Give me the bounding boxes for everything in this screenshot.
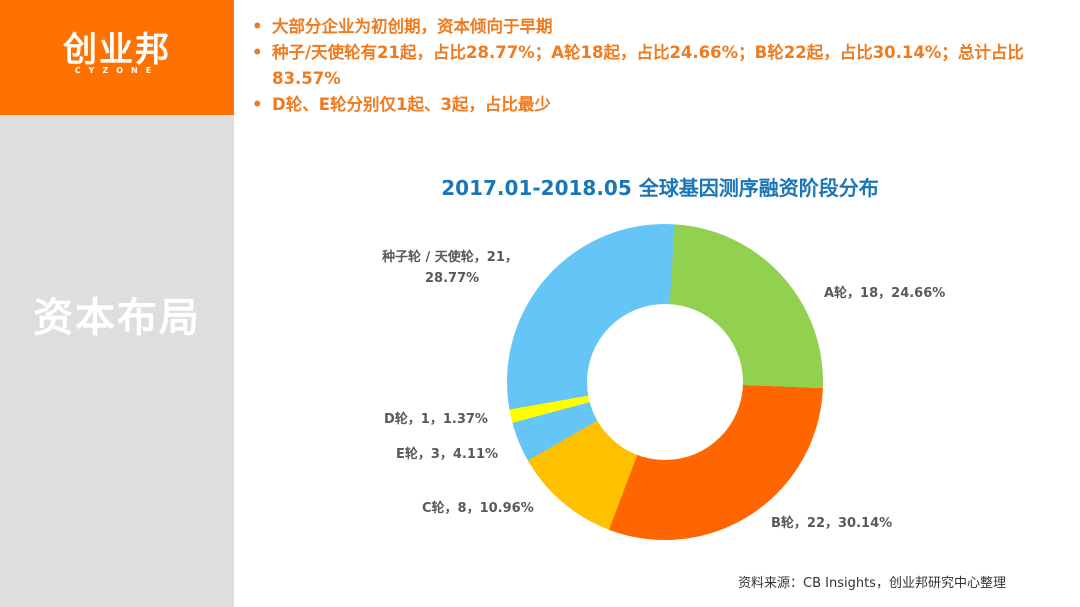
- summary-bullets: 大部分企业为初创期，资本倾向于早期 种子/天使轮有21起，占比28.77%；A轮…: [250, 14, 1065, 118]
- chart-title: 2017.01-2018.05 全球基因测序融资阶段分布: [441, 176, 879, 200]
- label-a: A轮，18，24.66%: [824, 286, 946, 301]
- donut-hole: [587, 304, 743, 460]
- label-seed-line1: 种子轮 / 天使轮，21，: [382, 250, 518, 265]
- logo-panel: [0, 0, 234, 115]
- section-title: 资本布局: [33, 295, 201, 341]
- source-note: 资料来源：CB Insights，创业邦研究中心整理: [738, 576, 1006, 591]
- logo-en: CYZONE: [74, 66, 160, 75]
- side-panel: [0, 115, 234, 607]
- label-d: D轮，1，1.37%: [384, 412, 488, 427]
- label-c: C轮，8，10.96%: [422, 501, 534, 516]
- label-b: B轮，22，30.14%: [771, 516, 893, 531]
- label-seed-line2: 28.77%: [425, 271, 480, 286]
- bullet-item: 大部分企业为初创期，资本倾向于早期: [250, 14, 1065, 40]
- label-e: E轮，3，4.11%: [396, 447, 499, 462]
- logo-cn: 创业邦: [63, 30, 171, 70]
- cyzone-logo: 创业邦 CYZONE: [0, 30, 234, 75]
- bullet-item: D轮、E轮分别仅1起、3起，占比最少: [250, 92, 1065, 118]
- bullet-item: 种子/天使轮有21起，占比28.77%；A轮18起，占比24.66%；B轮22起…: [250, 40, 1065, 92]
